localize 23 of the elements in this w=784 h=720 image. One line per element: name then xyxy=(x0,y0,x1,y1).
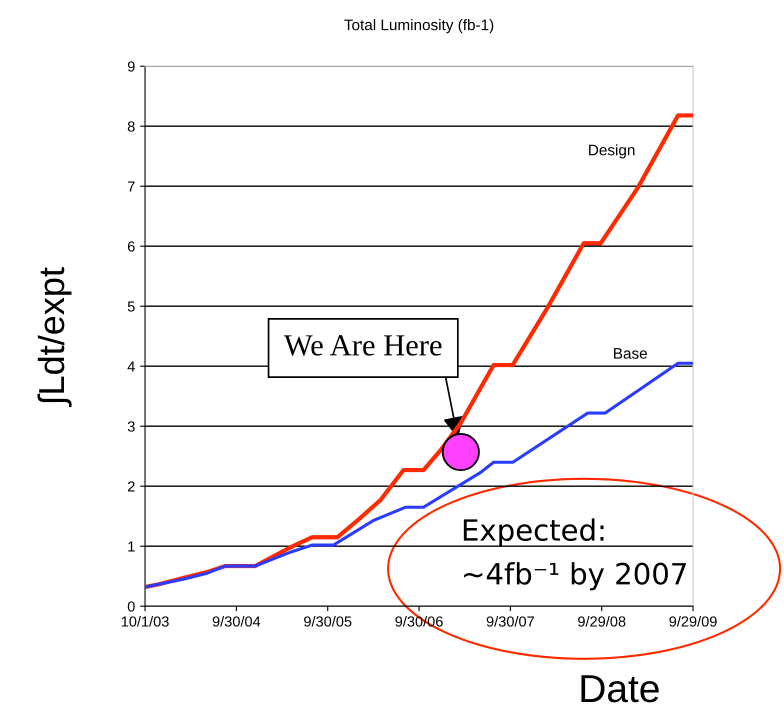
x-axis-title: Date xyxy=(581,675,659,702)
series-label: Base xyxy=(614,348,647,359)
y-tick-label: 2 xyxy=(128,481,135,492)
y-tick-label: 0 xyxy=(128,601,135,612)
chart-title: Total Luminosity (fb-1) xyxy=(344,19,494,34)
x-tick-label: 9/29/08 xyxy=(578,616,626,627)
y-tick-label: 9 xyxy=(128,61,135,72)
x-tick-label: 9/30/04 xyxy=(212,616,260,627)
y-tick-label: 8 xyxy=(128,121,135,132)
y-tick-label: 4 xyxy=(128,361,135,372)
series-label: Design xyxy=(589,144,634,158)
y-tick-label: 3 xyxy=(128,421,135,432)
y-tick-label: 6 xyxy=(128,241,135,252)
y-tick-label: 1 xyxy=(128,541,135,552)
y-tick-label: 5 xyxy=(128,301,135,312)
annotation: Expected: ~4fb⁻¹ by 2007 xyxy=(464,518,686,590)
y-tick-label: 7 xyxy=(128,181,135,192)
y-axis-title: ∫Ldt/expt xyxy=(37,267,72,408)
x-tick-label: 10/1/03 xyxy=(122,616,169,627)
x-tick-label: 9/30/07 xyxy=(486,616,534,627)
annotation: We Are Here xyxy=(284,335,442,356)
x-tick-label: 9/30/05 xyxy=(304,616,352,627)
x-tick-label: 9/29/09 xyxy=(669,616,717,627)
